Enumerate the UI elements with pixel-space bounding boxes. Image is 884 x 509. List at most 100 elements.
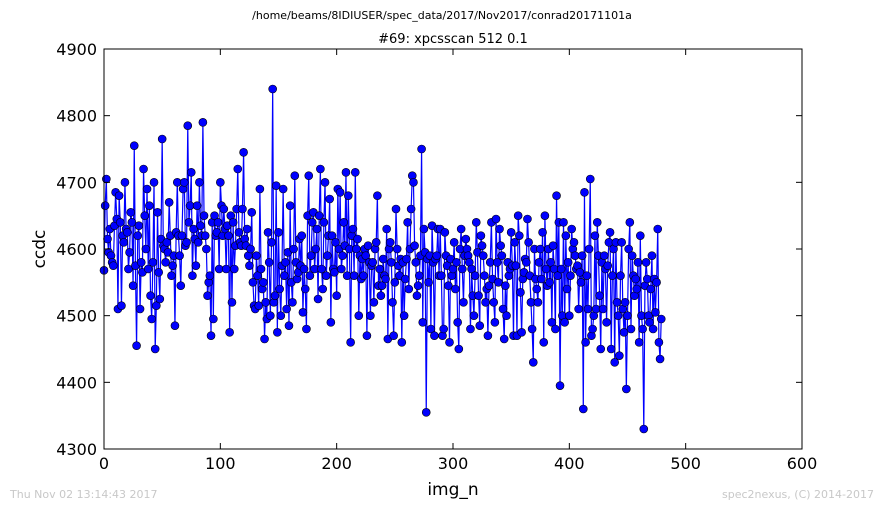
data-point [134, 221, 144, 230]
data-point [655, 354, 665, 364]
data-point [565, 311, 574, 320]
data-point [634, 338, 644, 347]
data-point [264, 258, 274, 267]
data-point [616, 271, 625, 280]
data-point [150, 344, 160, 354]
x-tick-label: 0 [99, 454, 109, 473]
data-point [382, 224, 391, 234]
data-point [276, 311, 286, 320]
data-point [275, 284, 284, 294]
data-point [318, 284, 328, 294]
data-point [306, 251, 316, 260]
data-point [647, 251, 657, 260]
y-tick-label: 4300 [56, 440, 97, 459]
data-point [545, 278, 554, 287]
data-point [480, 271, 489, 280]
data-point [191, 261, 201, 270]
data-point [404, 284, 414, 294]
data-point [567, 224, 576, 234]
data-point [476, 231, 486, 240]
data-point [168, 261, 177, 270]
data-point [377, 281, 387, 290]
data-point [492, 258, 502, 267]
y-tick-label: 4700 [56, 173, 97, 192]
data-point [170, 321, 180, 330]
data-point [619, 328, 629, 337]
data-point [458, 264, 467, 274]
data-point [246, 244, 255, 254]
data-point [359, 271, 368, 280]
data-point [289, 244, 298, 254]
data-point [466, 324, 475, 334]
data-point [392, 244, 402, 254]
data-point [495, 224, 504, 234]
data-point [387, 258, 396, 267]
data-point [252, 251, 261, 260]
data-point [641, 258, 651, 267]
data-point [188, 271, 197, 280]
data-point [221, 264, 231, 274]
data-point [654, 338, 664, 347]
data-point [489, 298, 499, 307]
data-point [152, 301, 161, 310]
data-point [361, 251, 371, 260]
data-point [183, 121, 193, 130]
data-point [656, 314, 666, 324]
data-point [548, 241, 558, 250]
data-point [551, 324, 560, 334]
data-point [588, 324, 597, 334]
data-point [319, 218, 329, 227]
data-point [631, 274, 640, 284]
data-point [391, 204, 401, 214]
data-point [314, 211, 324, 220]
data-point [366, 311, 375, 320]
data-point [592, 218, 602, 227]
data-point [617, 238, 626, 247]
data-point [282, 304, 291, 314]
data-point [362, 331, 372, 340]
data-point [501, 281, 510, 290]
data-point [278, 184, 288, 194]
data-point [373, 191, 382, 200]
data-point [561, 231, 571, 240]
data-point [254, 301, 264, 310]
data-point [406, 204, 416, 214]
data-point [388, 298, 397, 307]
data-point [498, 304, 508, 314]
data-point [175, 251, 184, 260]
data-point [612, 298, 622, 307]
data-point [261, 298, 271, 307]
data-point [371, 238, 381, 247]
data-point [198, 118, 208, 127]
data-point [516, 288, 525, 297]
data-point [499, 334, 509, 344]
data-point [521, 258, 531, 267]
data-point [553, 271, 563, 280]
data-point [320, 178, 330, 187]
data-point [606, 344, 616, 354]
data-point [199, 211, 209, 220]
data-point [119, 238, 129, 247]
data-point [414, 271, 424, 280]
data-point [376, 291, 386, 300]
data-point [349, 271, 359, 280]
data-point [206, 331, 216, 340]
data-point [385, 238, 395, 247]
data-point [580, 188, 589, 197]
data-point [273, 328, 282, 337]
data-point [411, 258, 421, 267]
data-point [354, 311, 364, 320]
data-point [484, 281, 494, 290]
data-point [623, 311, 632, 320]
data-point [528, 358, 538, 367]
data-point [182, 238, 191, 247]
data-point [312, 224, 322, 234]
data-point [129, 141, 139, 150]
data-point [339, 218, 348, 227]
data-point [477, 241, 487, 250]
data-point [140, 211, 150, 220]
data-point [653, 224, 663, 234]
data-point [566, 271, 575, 280]
data-point [247, 208, 257, 217]
